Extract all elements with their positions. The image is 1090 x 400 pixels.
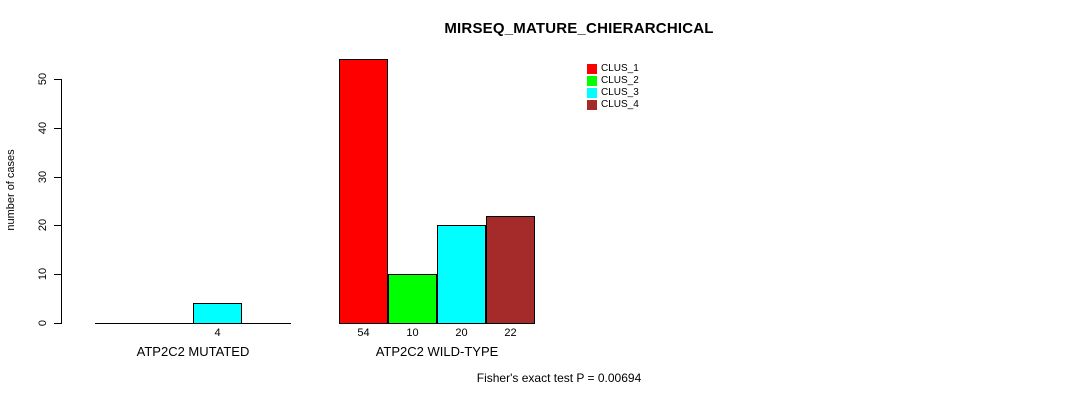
y-axis-tick-label: 50 — [37, 72, 49, 86]
bar-value-label: 20 — [455, 327, 468, 339]
y-axis-tick-label: 30 — [37, 170, 49, 184]
bar-clus_3 — [437, 225, 486, 324]
y-axis-tick — [54, 274, 61, 275]
y-axis-tick — [54, 225, 61, 226]
category-label-mutated: ATP2C2 MUTATED — [136, 344, 250, 359]
bar-value-label: 22 — [504, 327, 517, 339]
y-axis-tick — [54, 79, 61, 80]
legend-label-clus_3: CLUS_3 — [601, 87, 639, 98]
legend-entry: CLUS_4 — [587, 99, 657, 111]
legend-swatch-clus_4 — [587, 100, 597, 110]
legend-label-clus_4: CLUS_4 — [601, 99, 639, 110]
legend-swatch-clus_2 — [587, 76, 597, 86]
bar-value-label: 10 — [406, 327, 419, 339]
bar-clus_3 — [193, 303, 242, 324]
y-axis-tick — [54, 177, 61, 178]
y-axis-tick-label: 0 — [37, 319, 49, 327]
fisher-test-annotation: Fisher's exact test P = 0.00694 — [476, 371, 642, 385]
y-axis-tick-label: 10 — [37, 267, 49, 281]
legend-entry: CLUS_2 — [587, 75, 657, 87]
y-axis-tick — [54, 323, 61, 324]
category-label-wild-type: ATP2C2 WILD-TYPE — [375, 344, 499, 359]
legend-label-clus_1: CLUS_1 — [601, 63, 639, 74]
bar-clus_2 — [388, 274, 437, 324]
bar-value-label: 4 — [214, 327, 221, 339]
y-axis-tick-label: 20 — [37, 218, 49, 232]
bar-clus_1 — [339, 59, 388, 324]
y-axis-tick — [54, 128, 61, 129]
bar-value-label: 54 — [357, 327, 370, 339]
bar-clus_4 — [486, 216, 535, 324]
legend-swatch-clus_1 — [587, 64, 597, 74]
legend-entry: CLUS_1 — [587, 63, 657, 75]
legend-swatch-clus_3 — [587, 88, 597, 98]
legend-label-clus_2: CLUS_2 — [601, 75, 639, 86]
y-axis-label: number of cases — [5, 149, 17, 231]
chart-title: MIRSEQ_MATURE_CHIERARCHICAL — [444, 20, 714, 37]
legend-entry: CLUS_3 — [587, 87, 657, 99]
y-axis-line — [61, 79, 62, 324]
y-axis-tick-label: 40 — [37, 121, 49, 135]
